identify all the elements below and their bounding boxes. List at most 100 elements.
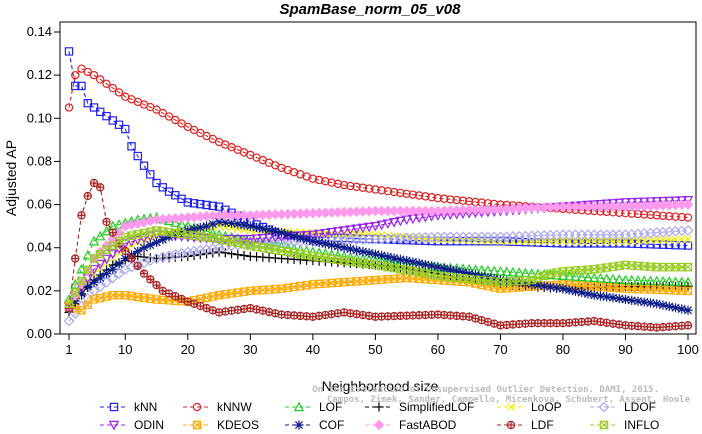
data-point (683, 286, 693, 296)
data-point (121, 246, 130, 256)
y-tick-label: 0.04 (27, 240, 52, 255)
x-tick-label: 10 (118, 342, 132, 357)
plot-frame (59, 21, 697, 335)
y-tick-label: 0.02 (27, 283, 52, 298)
data-point (283, 229, 293, 239)
data-point (615, 237, 624, 246)
legend-item-SimplifiedLOF: SimplifiedLOF (365, 400, 474, 414)
data-point (545, 282, 556, 292)
data-point (276, 228, 287, 238)
data-point (333, 179, 343, 189)
data-point (308, 236, 318, 246)
data-point (682, 225, 694, 236)
legend: kNN kNNW LOF SimplifiedLOF LoOP LDOF ODIN KDEOS… (100, 400, 659, 432)
data-point (108, 83, 117, 93)
data-point (646, 236, 655, 245)
data-point (388, 218, 400, 228)
data-point (333, 241, 343, 252)
data-point (176, 247, 187, 259)
data-point (633, 296, 643, 306)
data-point (102, 111, 111, 121)
data-point (513, 267, 525, 277)
data-point (127, 142, 136, 151)
data-point (677, 235, 686, 244)
data-point (552, 237, 561, 246)
data-point (377, 250, 387, 261)
data-point (658, 235, 668, 244)
legend-label: SimplifiedLOF (399, 400, 474, 414)
data-point (458, 267, 468, 277)
data-point (639, 297, 649, 307)
data-point (671, 212, 680, 221)
data-point (363, 222, 375, 233)
x-tick-label: 20 (181, 342, 195, 357)
data-point (452, 237, 461, 246)
data-point (683, 321, 693, 330)
data-point (195, 222, 205, 233)
data-point (357, 223, 369, 234)
data-point (63, 299, 75, 308)
data-point (539, 281, 549, 291)
legend-label: INFLO (624, 418, 659, 432)
legend-marker (192, 402, 202, 412)
data-point (220, 248, 230, 258)
data-point (489, 274, 499, 284)
data-point (127, 254, 136, 263)
data-point (295, 233, 305, 243)
legend-marker (109, 402, 119, 412)
data-point (364, 184, 374, 193)
data-point (82, 265, 93, 275)
data-point (152, 105, 161, 114)
data-point (577, 287, 587, 298)
data-point (677, 212, 686, 222)
data-point (245, 221, 255, 231)
data-point (89, 277, 99, 287)
x-tick-label: 1 (65, 342, 72, 357)
legend-label: COF (319, 418, 344, 432)
data-point (601, 273, 612, 283)
series-group (63, 47, 694, 332)
data-point (101, 254, 112, 265)
data-point (471, 237, 480, 246)
data-point (314, 237, 324, 248)
data-point (202, 200, 211, 210)
y-tick-label: 0.12 (27, 67, 52, 82)
y-tick-label: 0.08 (27, 153, 52, 168)
data-point (102, 79, 111, 88)
data-point (670, 303, 681, 313)
legend-item-ODIN: ODIN (100, 418, 164, 432)
data-point (383, 186, 393, 196)
data-point (183, 225, 193, 236)
data-point (620, 198, 631, 208)
data-point (382, 219, 394, 230)
data-point (671, 240, 680, 250)
data-point (445, 265, 456, 275)
data-point (346, 181, 355, 191)
data-point (214, 217, 224, 227)
data-point (352, 245, 362, 255)
data-point (139, 161, 149, 170)
data-point (452, 266, 462, 276)
legend-marker (374, 402, 384, 412)
y-tick-label: 0.10 (27, 110, 52, 125)
data-point (102, 217, 111, 227)
data-point (682, 196, 694, 206)
data-point (83, 98, 92, 108)
data-point (101, 269, 112, 279)
watermark-line-1: On the Evaluation of Unsupervised Outlie… (312, 384, 659, 395)
data-point (665, 240, 674, 250)
data-point (95, 259, 106, 270)
data-point (120, 253, 130, 264)
data-point (364, 248, 374, 258)
data-point (339, 243, 349, 253)
series-INFLO (63, 226, 694, 308)
legend-label: KDEOS (217, 418, 259, 432)
legend-item-FastABOD: FastABOD (365, 418, 457, 432)
legend-marker (506, 420, 516, 430)
data-point (577, 237, 586, 246)
data-point (395, 216, 406, 227)
data-point (157, 251, 169, 263)
data-point (639, 197, 650, 208)
data-point (208, 201, 218, 211)
data-point (327, 240, 337, 250)
